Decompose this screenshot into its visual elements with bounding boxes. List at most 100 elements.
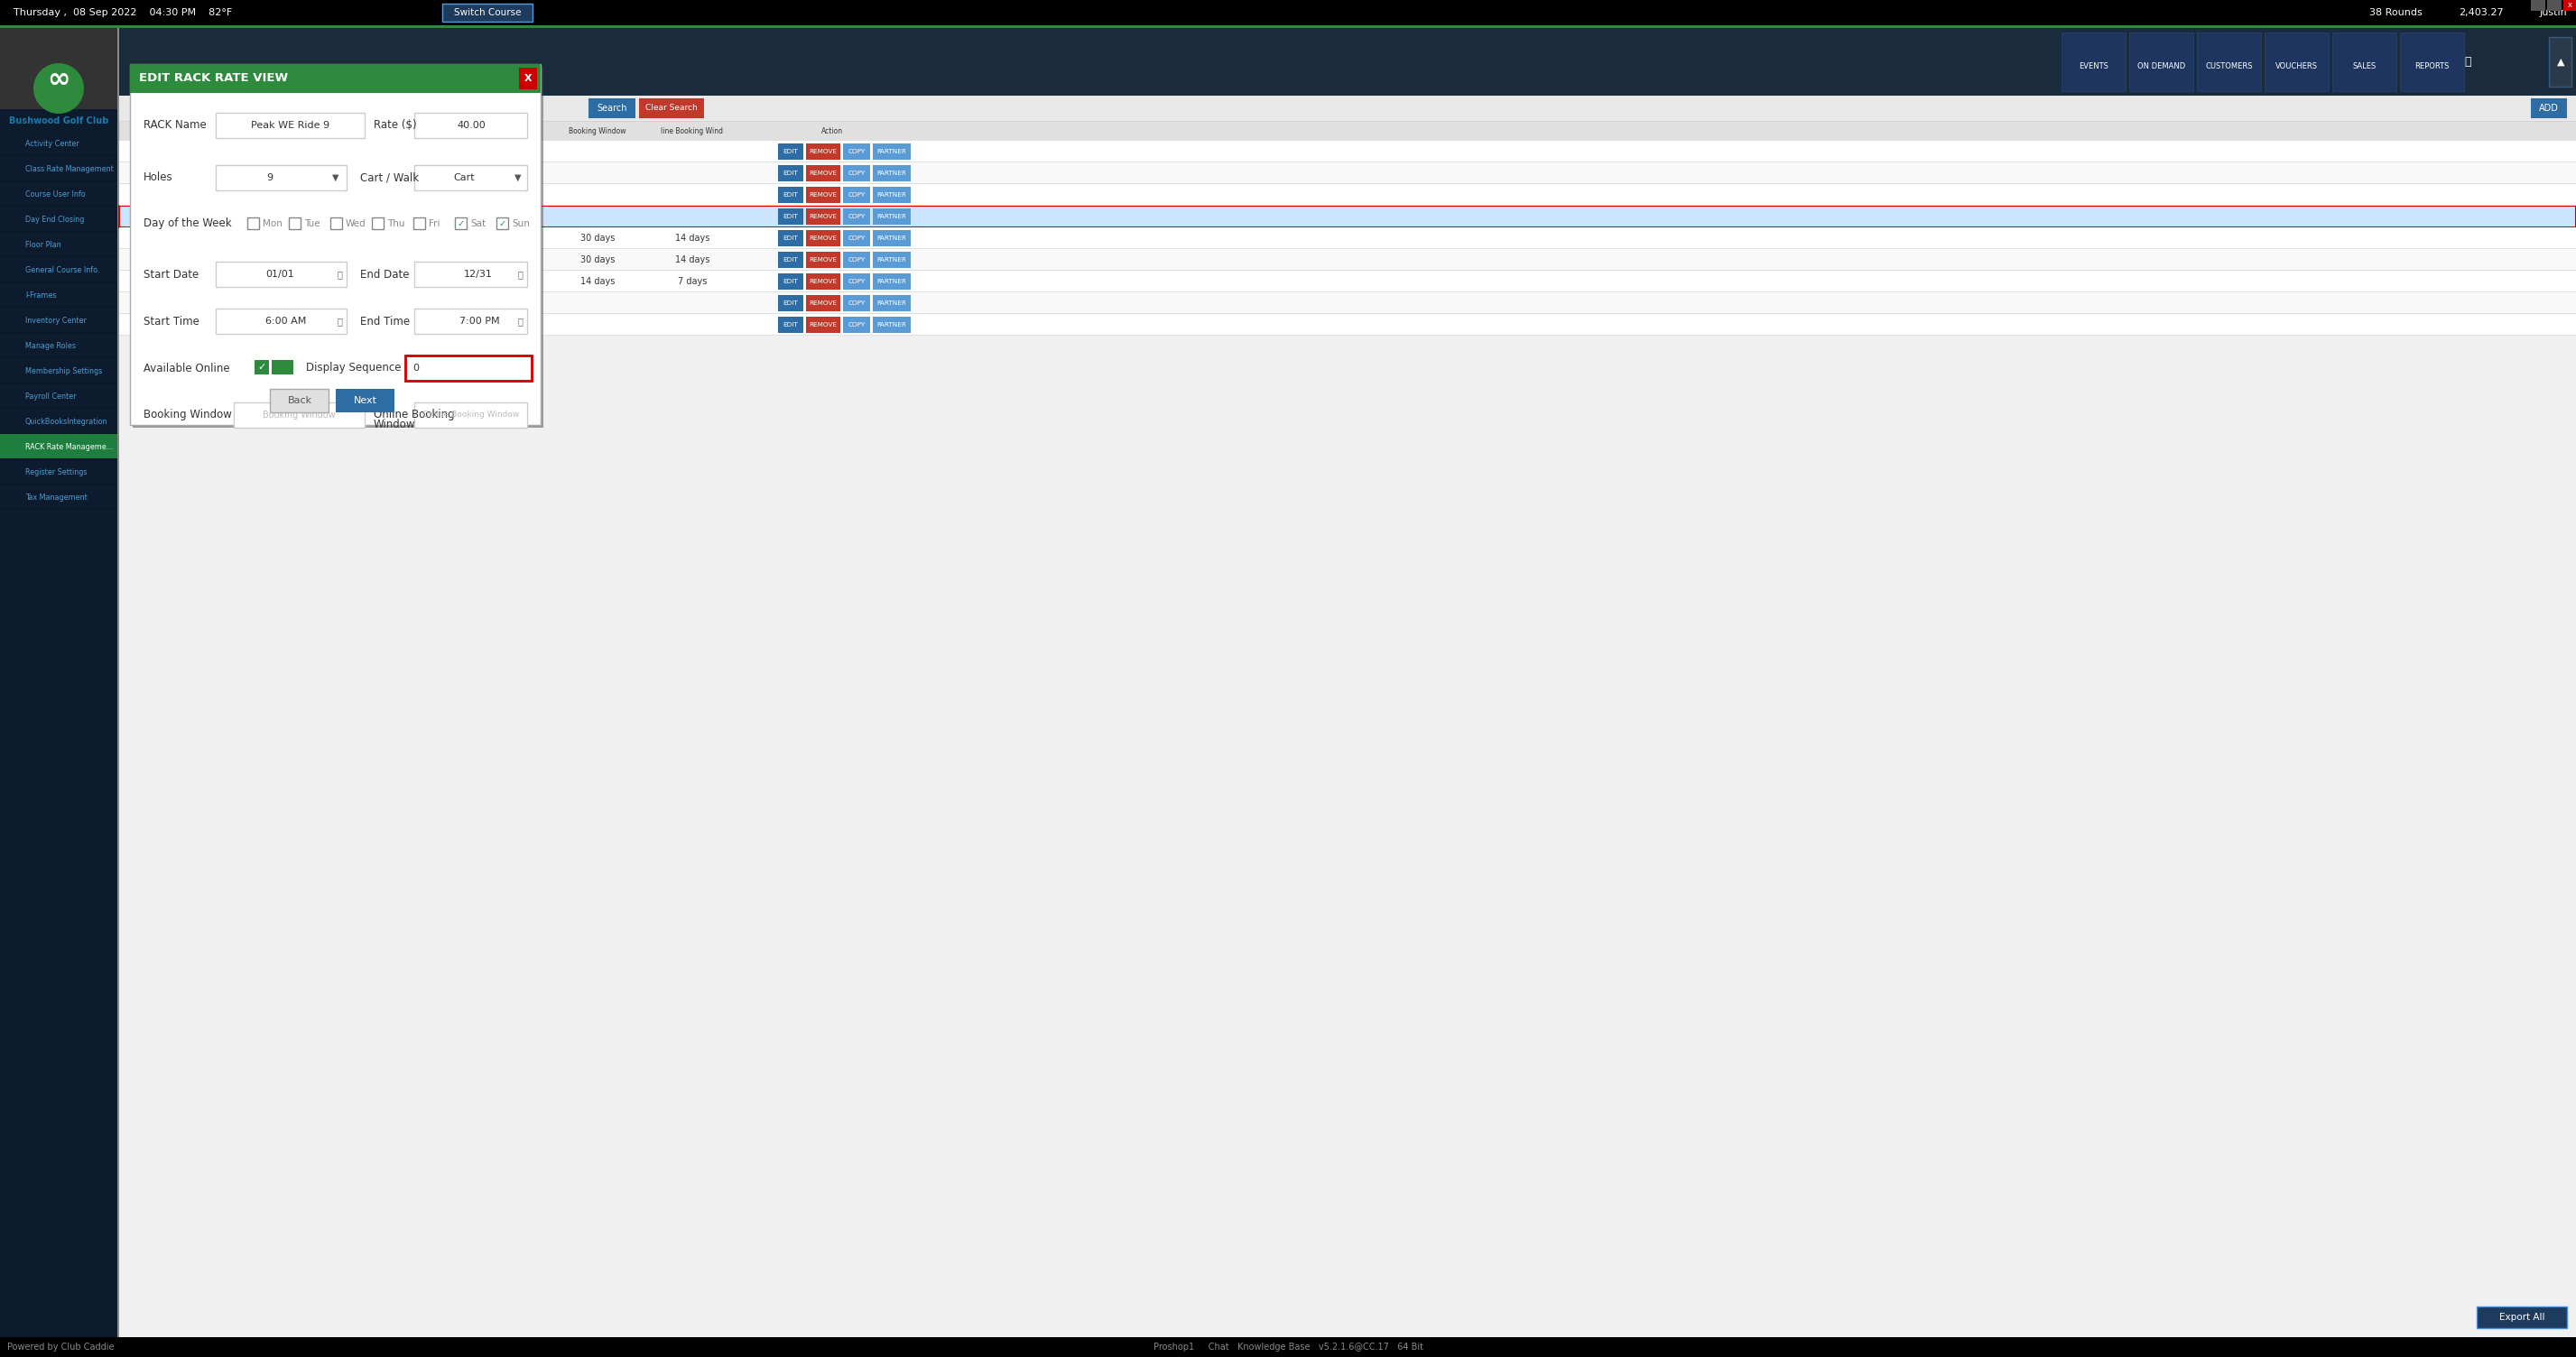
FancyBboxPatch shape xyxy=(118,141,2576,163)
Text: Justin: Justin xyxy=(2540,8,2566,18)
FancyBboxPatch shape xyxy=(587,98,636,118)
FancyBboxPatch shape xyxy=(118,206,2576,228)
FancyBboxPatch shape xyxy=(118,292,2576,313)
Text: 14 days: 14 days xyxy=(675,255,708,265)
Text: Available Online: Available Online xyxy=(144,362,229,375)
Text: 19:00: 19:00 xyxy=(322,233,348,243)
Text: Day of the Week: Day of the Week xyxy=(144,218,232,229)
Text: End Date: End Date xyxy=(361,269,410,280)
Text: Display Sequence: Display Sequence xyxy=(307,362,402,375)
Text: X: X xyxy=(523,75,531,83)
Text: 06:00: 06:00 xyxy=(255,212,281,221)
Text: Back: Back xyxy=(289,396,312,406)
FancyBboxPatch shape xyxy=(118,250,2576,270)
Text: W: W xyxy=(402,103,412,113)
Text: PARTNER: PARTNER xyxy=(876,236,907,242)
Text: 0: 0 xyxy=(505,212,510,221)
Text: Clear Search: Clear Search xyxy=(647,104,698,113)
Text: F: F xyxy=(461,103,466,113)
Text: Booking Window: Booking Window xyxy=(569,126,626,134)
Text: 🔒: 🔒 xyxy=(2465,56,2470,68)
FancyBboxPatch shape xyxy=(842,187,871,204)
Text: EDIT: EDIT xyxy=(783,149,799,155)
FancyBboxPatch shape xyxy=(0,206,118,231)
Text: REMOVE: REMOVE xyxy=(809,214,837,220)
Text: 7:00 PM: 7:00 PM xyxy=(459,316,500,326)
FancyBboxPatch shape xyxy=(842,166,871,182)
Text: 38 Rounds: 38 Rounds xyxy=(2370,8,2421,18)
FancyBboxPatch shape xyxy=(2476,1307,2566,1329)
FancyBboxPatch shape xyxy=(842,231,871,247)
FancyBboxPatch shape xyxy=(270,360,294,375)
Text: PARTNER: PARTNER xyxy=(876,278,907,284)
Text: COPY: COPY xyxy=(848,322,866,327)
Text: 19:00: 19:00 xyxy=(322,168,348,178)
FancyBboxPatch shape xyxy=(778,166,804,182)
FancyBboxPatch shape xyxy=(415,403,528,427)
FancyBboxPatch shape xyxy=(129,64,541,92)
FancyBboxPatch shape xyxy=(2548,37,2571,87)
Text: End Time: End Time xyxy=(361,315,410,327)
FancyBboxPatch shape xyxy=(0,130,118,155)
Circle shape xyxy=(33,64,85,114)
Text: 06:00: 06:00 xyxy=(255,168,281,178)
Text: 19:00: 19:00 xyxy=(322,190,348,199)
Text: 4: 4 xyxy=(505,299,510,308)
Text: 12/31: 12/31 xyxy=(464,270,492,278)
Text: SALES: SALES xyxy=(2352,62,2375,71)
FancyBboxPatch shape xyxy=(497,217,507,229)
Text: Online Booking Window: Online Booking Window xyxy=(422,411,520,419)
FancyBboxPatch shape xyxy=(518,68,536,90)
Text: COPY: COPY xyxy=(848,256,866,262)
FancyBboxPatch shape xyxy=(0,28,118,109)
FancyBboxPatch shape xyxy=(2563,0,2576,11)
Text: Display Sequence: Display Sequence xyxy=(477,126,538,134)
Text: 19:00: 19:00 xyxy=(322,299,348,308)
Text: ∞: ∞ xyxy=(46,66,70,92)
Text: Switch Course: Switch Course xyxy=(453,8,520,18)
Text: EDIT: EDIT xyxy=(783,322,799,327)
FancyBboxPatch shape xyxy=(0,1337,2576,1357)
Text: 30 days: 30 days xyxy=(580,255,616,265)
Text: COPY: COPY xyxy=(848,278,866,284)
Text: 14 days: 14 days xyxy=(580,277,616,286)
FancyBboxPatch shape xyxy=(778,273,804,289)
Text: 19:00: 19:00 xyxy=(322,320,348,330)
Text: Yes: Yes xyxy=(410,255,425,265)
Text: Powered by Club Caddie: Powered by Club Caddie xyxy=(8,1342,113,1352)
FancyBboxPatch shape xyxy=(0,182,118,206)
FancyBboxPatch shape xyxy=(0,256,118,281)
Text: 40.00: 40.00 xyxy=(456,121,484,130)
Text: REMOVE: REMOVE xyxy=(809,193,837,198)
FancyBboxPatch shape xyxy=(0,26,2576,28)
Text: Start Time: Start Time xyxy=(250,126,286,134)
FancyBboxPatch shape xyxy=(806,316,840,332)
FancyBboxPatch shape xyxy=(806,209,840,225)
Text: EDIT: EDIT xyxy=(783,236,799,242)
Text: Sun: Sun xyxy=(513,220,531,228)
FancyBboxPatch shape xyxy=(778,209,804,225)
FancyBboxPatch shape xyxy=(806,231,840,247)
Text: COPY: COPY xyxy=(848,171,866,176)
Text: 06:00: 06:00 xyxy=(255,255,281,265)
FancyBboxPatch shape xyxy=(118,270,2576,292)
Text: VOUCHERS: VOUCHERS xyxy=(2275,62,2318,71)
Text: Payroll Center: Payroll Center xyxy=(26,392,77,400)
Text: 0: 0 xyxy=(412,364,420,373)
Text: Floor Plan: Floor Plan xyxy=(26,240,62,248)
FancyBboxPatch shape xyxy=(806,252,840,267)
FancyBboxPatch shape xyxy=(0,484,118,509)
FancyBboxPatch shape xyxy=(118,121,2576,141)
Text: Proshop1     Chat   Knowledge Base   v5.2.1.6@CC.17   64 Bit: Proshop1 Chat Knowledge Base v5.2.1.6@CC… xyxy=(1154,1342,1422,1352)
Text: Tu: Tu xyxy=(374,103,384,113)
FancyBboxPatch shape xyxy=(443,4,533,22)
Text: EDIT: EDIT xyxy=(783,171,799,176)
Text: Cart / Walk: Cart / Walk xyxy=(361,172,420,183)
Text: General Course Info.: General Course Info. xyxy=(26,266,100,274)
FancyBboxPatch shape xyxy=(873,209,912,225)
Text: 19:00: 19:00 xyxy=(322,212,348,221)
Text: REMOVE: REMOVE xyxy=(809,171,837,176)
FancyBboxPatch shape xyxy=(415,166,528,190)
Text: REMOVE: REMOVE xyxy=(809,322,837,327)
Text: EDIT RACK RATE VIEW: EDIT RACK RATE VIEW xyxy=(139,73,289,84)
